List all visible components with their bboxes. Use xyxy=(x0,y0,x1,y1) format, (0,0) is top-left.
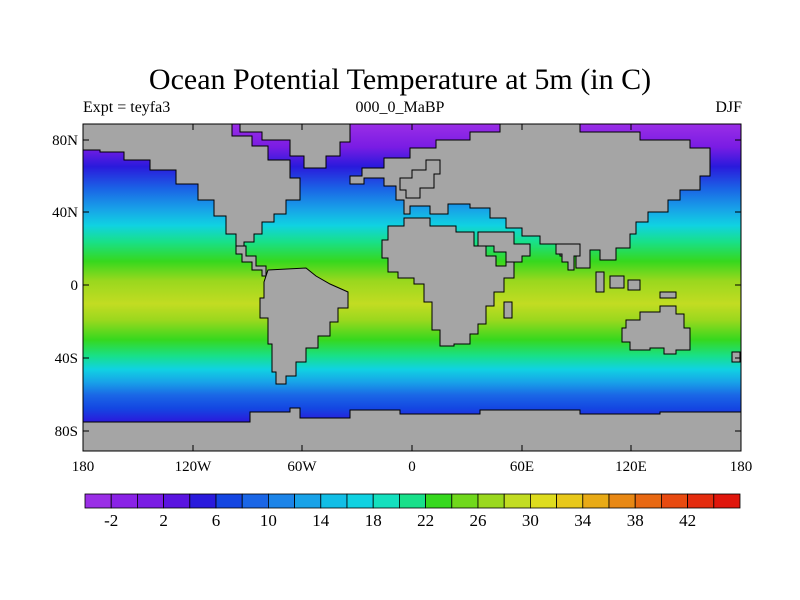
antarctica-land xyxy=(83,407,741,451)
colorbar-swatch xyxy=(372,493,400,509)
new-zealand-land xyxy=(731,351,741,363)
colorbar-swatch xyxy=(267,493,295,509)
map-title: Ocean Potential Temperature at 5m (in C) xyxy=(148,63,652,96)
south-america-land xyxy=(259,267,349,385)
colorbar-swatch xyxy=(530,493,558,509)
greenland-land xyxy=(239,124,351,169)
colorbar-swatch xyxy=(687,493,715,509)
y-tick-label: 40N xyxy=(52,205,78,221)
colorbar-swatch xyxy=(451,493,479,509)
india-land xyxy=(555,243,581,271)
y-tick-label: 40S xyxy=(55,351,78,367)
australia-land xyxy=(621,305,691,355)
colorbar-swatch xyxy=(477,493,505,509)
colorbar-label: 6 xyxy=(212,511,221,530)
colorbar-swatch xyxy=(425,493,453,509)
colorbar-label: 30 xyxy=(522,511,539,530)
madagascar-land xyxy=(503,301,513,319)
colorbar-swatch xyxy=(634,493,662,509)
colorbar-swatch xyxy=(582,493,610,509)
x-tick-label: 0 xyxy=(408,459,416,475)
colorbar-swatch xyxy=(556,493,584,509)
colorbar-swatch xyxy=(398,493,426,509)
colorbar-swatch xyxy=(503,493,531,509)
time-label: 000_0_MaBP xyxy=(355,99,445,116)
x-tick-label: 120W xyxy=(175,459,213,475)
colorbar-swatch xyxy=(713,493,741,509)
season-label: DJF xyxy=(715,99,742,116)
africa-land xyxy=(381,217,515,347)
y-tick-label: 80S xyxy=(55,424,78,440)
colorbar: -2 2 6 10 14 18 22 26 30 34 38 42 xyxy=(84,493,741,530)
arabia-land xyxy=(477,231,531,263)
colorbar-label: 34 xyxy=(574,511,592,530)
colorbar-swatch xyxy=(163,493,191,509)
colorbar-swatch xyxy=(320,493,348,509)
colorbar-swatch xyxy=(189,493,217,509)
central-america-land xyxy=(235,245,267,277)
colorbar-label: 18 xyxy=(365,511,382,530)
colorbar-label: 22 xyxy=(417,511,434,530)
north-america-land xyxy=(83,124,301,251)
colorbar-label: 2 xyxy=(159,511,168,530)
colorbar-label: 10 xyxy=(260,511,277,530)
x-axis: 180 120W 60W 0 60E 120E 180 xyxy=(72,124,753,475)
land-masses xyxy=(83,124,741,451)
indonesia-land xyxy=(595,271,677,299)
colorbar-label: 38 xyxy=(627,511,644,530)
colorbar-label: 42 xyxy=(679,511,696,530)
colorbar-label: 14 xyxy=(312,511,330,530)
y-tick-label: 80N xyxy=(52,133,78,149)
colorbar-swatch xyxy=(294,493,322,509)
colorbar-swatch xyxy=(241,493,269,509)
colorbar-swatch xyxy=(608,493,636,509)
x-tick-label: 180 xyxy=(72,459,95,475)
x-tick-label: 180 xyxy=(730,459,753,475)
colorbar-swatch xyxy=(136,493,164,509)
colorbar-swatch xyxy=(110,493,138,509)
experiment-label: Expt = teyfa3 xyxy=(83,99,171,116)
colorbar-label: -2 xyxy=(104,511,118,530)
colorbar-swatch xyxy=(661,493,689,509)
colorbar-label: 26 xyxy=(470,511,487,530)
colorbar-swatch xyxy=(346,493,374,509)
x-tick-label: 60W xyxy=(287,459,317,475)
colorbar-swatch xyxy=(215,493,243,509)
x-tick-label: 120E xyxy=(615,459,647,475)
colorbar-swatch xyxy=(84,493,112,509)
y-tick-label: 0 xyxy=(71,278,79,294)
y-axis: 80N 40N 0 40S 80S xyxy=(52,133,741,440)
scandinavia-land xyxy=(399,159,441,199)
x-tick-label: 60E xyxy=(510,459,534,475)
